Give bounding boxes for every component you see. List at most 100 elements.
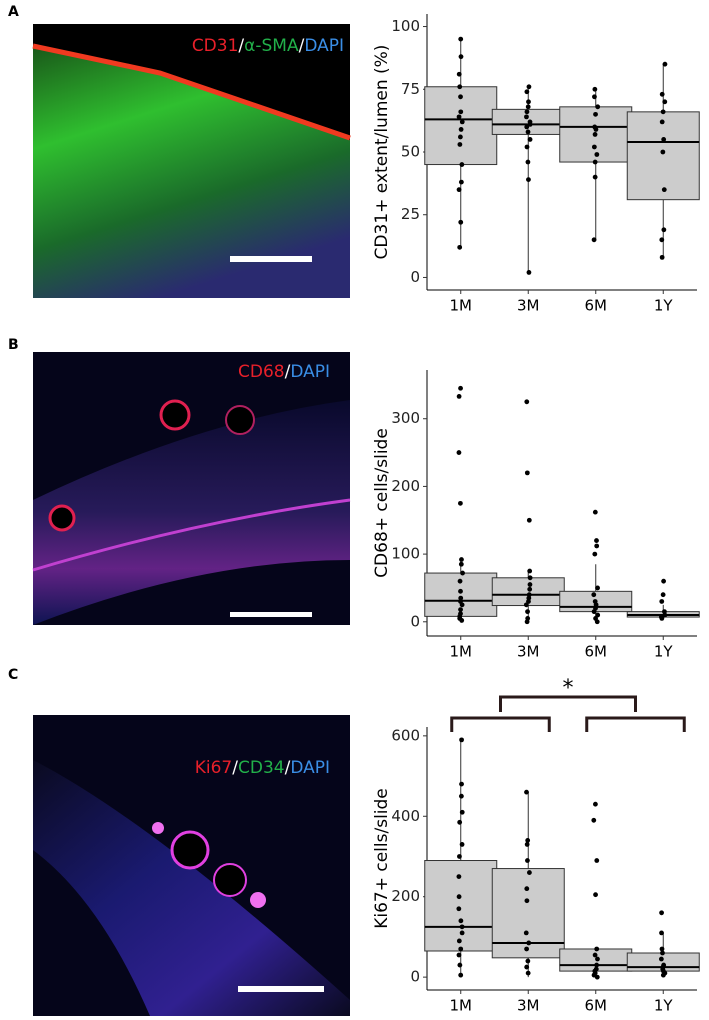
data-point bbox=[525, 838, 531, 843]
data-point bbox=[457, 854, 462, 859]
data-point bbox=[527, 586, 533, 592]
data-point bbox=[591, 592, 597, 598]
data-point bbox=[526, 940, 532, 946]
data-point bbox=[456, 187, 462, 193]
image-label: CD68/DAPI bbox=[238, 362, 330, 382]
data-point bbox=[456, 938, 462, 944]
data-point bbox=[591, 817, 597, 823]
data-point bbox=[456, 450, 462, 455]
data-point bbox=[595, 956, 600, 962]
data-point bbox=[459, 809, 465, 815]
y-tick-label: 100 bbox=[391, 545, 420, 563]
data-point bbox=[525, 104, 531, 110]
data-point bbox=[659, 910, 664, 916]
data-point bbox=[457, 500, 463, 506]
data-point bbox=[457, 819, 463, 825]
data-point bbox=[523, 930, 529, 936]
stain-name: / bbox=[299, 36, 305, 56]
stain-name: DAPI bbox=[290, 758, 330, 778]
x-tick-label: 1Y bbox=[654, 997, 674, 1015]
data-point bbox=[593, 127, 599, 132]
panel-label: C bbox=[8, 667, 18, 683]
data-point bbox=[592, 159, 598, 165]
data-point bbox=[524, 399, 530, 405]
stain-name: CD31 bbox=[192, 36, 239, 56]
data-point bbox=[458, 918, 464, 924]
y-tick-label: 0 bbox=[410, 268, 420, 286]
x-tick-label: 6M bbox=[585, 643, 608, 661]
data-point bbox=[523, 602, 529, 608]
data-point bbox=[459, 162, 465, 167]
y-tick-label: 0 bbox=[410, 612, 420, 630]
stain-name: CD68 bbox=[238, 362, 285, 382]
data-point bbox=[593, 801, 598, 807]
data-point bbox=[456, 71, 462, 77]
data-point bbox=[661, 187, 667, 193]
data-point bbox=[456, 906, 462, 912]
data-point bbox=[662, 99, 668, 105]
data-point bbox=[658, 956, 664, 962]
data-point bbox=[592, 952, 598, 958]
data-point bbox=[527, 122, 533, 127]
data-point bbox=[456, 952, 462, 958]
data-point bbox=[594, 152, 600, 157]
data-point bbox=[592, 509, 598, 515]
data-point bbox=[459, 557, 464, 562]
x-tick-label: 1M bbox=[450, 643, 473, 661]
stain-name: Ki67 bbox=[195, 758, 233, 778]
y-axis-title: CD68+ cells/slide bbox=[372, 428, 392, 578]
data-point bbox=[524, 109, 530, 115]
data-point bbox=[524, 124, 530, 130]
data-point bbox=[595, 104, 601, 110]
data-point bbox=[526, 270, 532, 275]
data-point bbox=[659, 237, 665, 243]
image-label: Ki67/CD34/DAPI bbox=[195, 758, 330, 778]
data-point bbox=[661, 227, 667, 233]
data-point bbox=[593, 892, 598, 898]
data-point bbox=[661, 137, 667, 142]
data-point bbox=[457, 962, 463, 968]
data-point bbox=[659, 119, 665, 125]
y-tick-label: 200 bbox=[391, 887, 420, 905]
data-point bbox=[660, 109, 666, 115]
data-point bbox=[525, 858, 530, 863]
data-point bbox=[458, 109, 464, 115]
x-tick-label: 1M bbox=[450, 297, 473, 315]
data-point bbox=[457, 578, 463, 584]
stain-name: / bbox=[285, 758, 291, 778]
y-axis-title: Ki67+ cells/slide bbox=[372, 788, 392, 929]
data-point bbox=[456, 393, 462, 399]
data-point bbox=[594, 974, 600, 980]
x-tick-label: 6M bbox=[585, 997, 608, 1015]
data-point bbox=[659, 599, 665, 604]
data-point bbox=[457, 134, 463, 140]
image-label: CD31/α-SMA/DAPI bbox=[192, 36, 344, 56]
data-point bbox=[659, 946, 665, 952]
data-point bbox=[524, 470, 530, 476]
x-tick-label: 3M bbox=[517, 997, 540, 1015]
data-point bbox=[458, 385, 463, 391]
data-point bbox=[591, 609, 597, 615]
data-point bbox=[594, 619, 600, 625]
data-point bbox=[525, 609, 530, 615]
panel-label: A bbox=[8, 4, 19, 20]
data-point bbox=[460, 570, 465, 576]
significance: * bbox=[563, 676, 574, 701]
y-tick-label: 200 bbox=[391, 477, 420, 495]
data-point bbox=[527, 575, 533, 581]
data-point bbox=[595, 585, 600, 591]
data-point bbox=[458, 607, 463, 613]
data-point bbox=[659, 91, 665, 97]
y-tick-label: 50 bbox=[401, 143, 420, 161]
data-point bbox=[459, 781, 464, 787]
stain-name: CD34 bbox=[238, 758, 285, 778]
data-point bbox=[527, 870, 532, 875]
data-point bbox=[458, 561, 464, 567]
data-point bbox=[458, 36, 464, 42]
data-point bbox=[524, 789, 529, 795]
x-tick-label: 1Y bbox=[654, 297, 674, 315]
stain-name: / bbox=[232, 758, 238, 778]
data-point bbox=[524, 898, 530, 904]
data-point bbox=[459, 924, 465, 930]
data-point bbox=[524, 89, 530, 95]
